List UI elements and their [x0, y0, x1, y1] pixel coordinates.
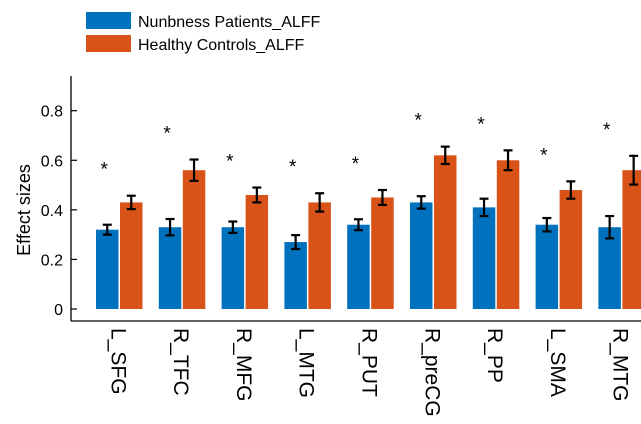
bar-patients — [472, 207, 496, 309]
y-tick-label: 0.8 — [41, 104, 63, 121]
y-axis-label: Effect sizes — [14, 164, 34, 256]
bar-patients — [598, 227, 621, 309]
bar-controls — [371, 197, 394, 309]
bars — [96, 155, 641, 309]
bar-controls — [496, 160, 520, 309]
legend: Nunbness Patients_ALFF Healthy Controls_… — [86, 12, 321, 54]
legend-swatch-controls — [86, 35, 131, 52]
x-tick-labels: L_SFG R_TFC R_MFG L_MTG R_PUT R_preCG R_PP L_SM… — [106, 328, 631, 417]
x-tick-label: L_MTG — [295, 328, 318, 398]
significance-star: * — [163, 124, 171, 145]
bar-patients — [410, 202, 433, 309]
bar-controls — [120, 202, 143, 309]
x-tick-label: R_MTG — [609, 328, 632, 402]
x-tick-label: R_preCG — [420, 328, 443, 417]
bar-patients — [96, 229, 119, 309]
significance-star: * — [603, 120, 611, 141]
legend-swatch-patients — [86, 12, 131, 29]
y-tick-label: 0 — [54, 302, 63, 319]
significance-star: * — [289, 157, 297, 178]
significance-star: * — [101, 160, 109, 181]
bar-controls — [308, 202, 331, 309]
bar-patients — [284, 242, 307, 309]
x-tick-label: L_SFG — [106, 328, 129, 395]
x-tick-label: R_MFG — [232, 328, 255, 402]
bar-patients — [535, 224, 559, 309]
significance-star: * — [415, 111, 423, 132]
x-tick-label: R_PP — [483, 328, 506, 383]
significance-star: * — [540, 145, 548, 166]
significance-markers: * * * * * * * * * — [101, 111, 611, 181]
bar-controls — [245, 194, 269, 309]
bar-patients — [221, 227, 245, 309]
legend-label-controls: Healthy Controls_ALFF — [138, 37, 305, 54]
axes: 0 0.2 0.4 0.6 0.8 — [41, 76, 641, 322]
legend-label-patients: Nunbness Patients_ALFF — [138, 14, 321, 31]
error-bars — [102, 145, 639, 251]
y-tick-label: 0.2 — [41, 252, 63, 269]
significance-star: * — [226, 152, 234, 173]
significance-star: * — [477, 114, 485, 135]
bar-controls — [434, 155, 457, 309]
bar-patients — [158, 227, 182, 309]
bar-controls — [622, 170, 641, 309]
bar-controls — [559, 190, 583, 309]
x-tick-label: L_SMA — [546, 328, 569, 397]
bar-patients — [347, 224, 370, 309]
x-tick-label: R_TFC — [169, 328, 192, 396]
bar-controls — [182, 170, 206, 309]
y-tick-label: 0.4 — [41, 203, 63, 220]
x-tick-label: R_PUT — [357, 328, 380, 397]
y-tick-label: 0.6 — [41, 153, 63, 170]
significance-star: * — [352, 154, 360, 175]
